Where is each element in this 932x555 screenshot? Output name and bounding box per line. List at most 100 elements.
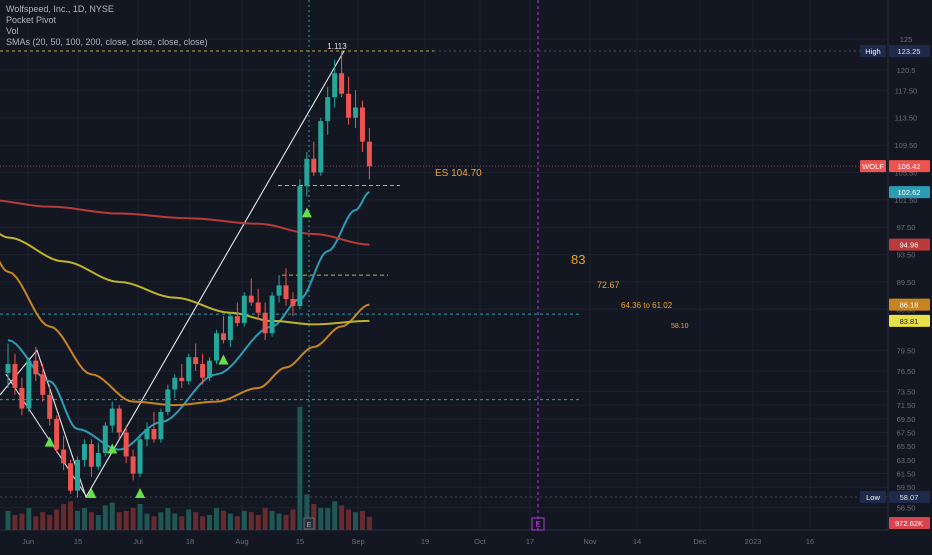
pocket-pivot-icon[interactable] [301, 207, 312, 218]
price-tag-value: 972.62K [895, 519, 923, 528]
candle-body[interactable] [151, 429, 157, 440]
candle-body[interactable] [33, 360, 39, 375]
volume-bar [61, 504, 67, 530]
candle-body[interactable] [227, 316, 233, 341]
candle-body[interactable] [234, 316, 240, 323]
candle-body[interactable] [359, 107, 365, 142]
candle-body[interactable] [109, 408, 115, 426]
candle-body[interactable] [165, 389, 171, 412]
volume-bar [276, 513, 282, 530]
candle-body[interactable] [144, 429, 150, 440]
volume-bar [283, 514, 289, 530]
candle-body[interactable] [54, 418, 60, 450]
candle-body[interactable] [353, 107, 358, 118]
candle-body[interactable] [68, 463, 74, 491]
candle-body[interactable] [26, 360, 32, 409]
price-tag-value: 58.07 [900, 493, 919, 502]
time-axis-labels: Jun 15 Jul 18 Aug 15 Sep 19 Oct 17 Nov 14 Dec 2023 16 [22, 537, 814, 546]
volume-bar [304, 494, 310, 530]
candle-body[interactable] [304, 158, 310, 187]
candle-body[interactable] [186, 357, 192, 382]
pocket-pivot-icon[interactable] [86, 487, 97, 498]
candle-body[interactable] [283, 285, 289, 300]
pocket-pivot-icon[interactable] [107, 443, 118, 454]
candle-body[interactable] [207, 360, 213, 378]
earnings-box[interactable] [531, 517, 545, 531]
candle-body[interactable] [61, 449, 67, 464]
candle-body[interactable] [137, 439, 143, 474]
candle-body[interactable] [325, 97, 331, 122]
volume-bar [366, 516, 372, 530]
candle-body[interactable] [47, 394, 53, 419]
candle-body[interactable] [241, 295, 247, 323]
indicator-volume[interactable]: Vol [6, 26, 19, 36]
sma-line [0, 199, 370, 246]
time-tick-label: 14 [633, 537, 641, 546]
candle-body[interactable] [297, 186, 303, 306]
candle-body[interactable] [75, 459, 80, 491]
candle-body[interactable] [318, 121, 324, 173]
candle-body[interactable] [179, 377, 185, 382]
candle-body[interactable] [248, 295, 254, 303]
candle-body[interactable] [214, 333, 219, 361]
candle-body[interactable] [123, 432, 129, 457]
time-tick-label: 17 [526, 537, 534, 546]
indicator-pocket-pivot[interactable]: Pocket Pivot [6, 15, 57, 25]
candle-body[interactable] [366, 141, 372, 167]
volume-bar [200, 516, 206, 530]
volume-bar [165, 508, 171, 530]
candle-body[interactable] [19, 387, 25, 409]
price-tick-label: 61.50 [897, 470, 916, 479]
pocket-pivot-icon[interactable] [135, 487, 146, 498]
candle-body[interactable] [311, 158, 317, 173]
price-tag-box [889, 314, 930, 327]
candle-body[interactable] [102, 425, 108, 454]
price-tick-label: 67.50 [897, 428, 916, 437]
time-tick-label: 15 [74, 537, 82, 546]
candle-body[interactable] [12, 364, 18, 388]
candle-body[interactable] [255, 302, 261, 313]
candles [5, 51, 372, 498]
candle-body[interactable] [130, 456, 136, 474]
candle-body[interactable] [339, 73, 345, 94]
candle-body[interactable] [290, 299, 296, 306]
time-tick-label: 18 [186, 537, 194, 546]
indicator-smas[interactable]: SMAs (20, 50, 100, 200, close, close, cl… [6, 37, 208, 47]
volume-bar [311, 504, 317, 530]
volume-bar [68, 501, 74, 530]
candle-body[interactable] [5, 364, 11, 373]
candle-body[interactable] [262, 312, 268, 334]
volume-bar [193, 512, 199, 530]
candle-body[interactable] [346, 93, 352, 118]
candle-body[interactable] [200, 364, 206, 378]
pocket-pivot-icon[interactable] [44, 436, 55, 447]
candle-body[interactable] [332, 73, 338, 98]
target-72-label: 72.67 [597, 280, 620, 290]
candle-body[interactable] [40, 374, 46, 395]
volume-bar [339, 505, 345, 530]
candle-body[interactable] [193, 357, 199, 365]
pocket-pivot-icon[interactable] [218, 354, 229, 365]
candle-body[interactable] [172, 377, 178, 390]
candle-body[interactable] [158, 411, 164, 440]
fib-label: 1.113 [327, 42, 347, 51]
candle-body[interactable] [220, 333, 226, 341]
price-tick-label: 69.50 [897, 415, 916, 424]
earnings-markers[interactable]: EE [303, 517, 545, 531]
price-axis[interactable] [888, 0, 932, 550]
candle-body[interactable] [116, 408, 122, 433]
earnings-box-small[interactable] [303, 517, 315, 530]
price-tags: High 123.25 WOLF 106.42 102.62 94.96 86.18 83.8… [860, 45, 930, 529]
candle-body[interactable] [95, 453, 101, 467]
volume-bar [47, 514, 53, 530]
price-tag-box [889, 298, 930, 311]
volume-bars [5, 406, 372, 530]
candle-body[interactable] [269, 295, 275, 334]
candle-body[interactable] [81, 444, 87, 460]
volume-bar [116, 512, 122, 530]
candle-body[interactable] [276, 285, 282, 296]
candle-body[interactable] [88, 444, 94, 467]
volume-bar [102, 505, 108, 530]
